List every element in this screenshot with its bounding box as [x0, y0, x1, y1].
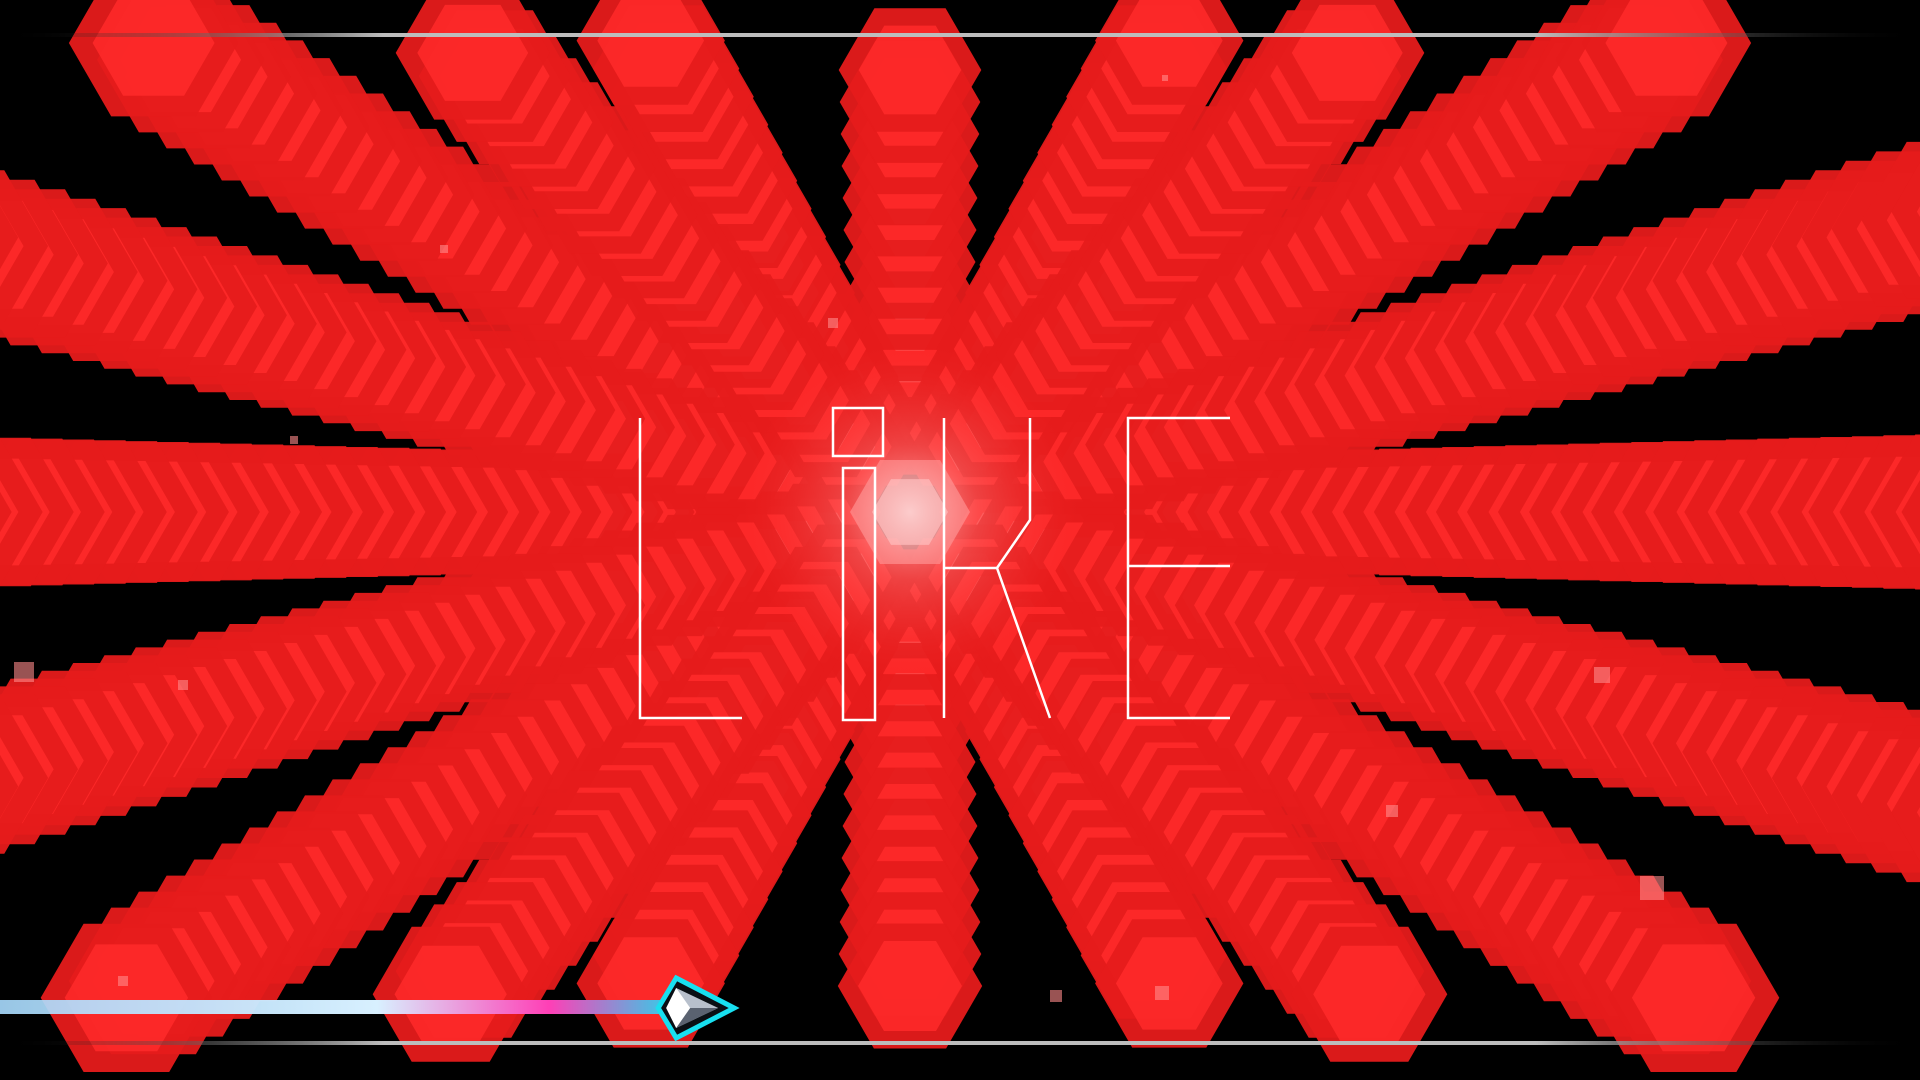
hexagon-tile — [1891, 161, 1920, 262]
lyric-letter-E — [1126, 416, 1230, 720]
lyric-letter-i-dot — [831, 406, 885, 458]
particle — [178, 680, 188, 690]
lyric-word-outline — [638, 406, 1230, 722]
hexagon-tile — [0, 491, 12, 533]
hexagon-tile — [0, 170, 49, 322]
lyric-letter-i-stem — [841, 466, 877, 722]
hexagon-tile — [1313, 945, 1426, 1043]
hexagon-tile — [0, 205, 19, 270]
hexagon-tile — [858, 941, 962, 1031]
player-progress — [0, 974, 740, 1042]
hexagon-tile — [1916, 206, 1920, 217]
hexagon-tile — [417, 4, 529, 101]
hexagon-tile — [64, 944, 189, 1052]
bottom-rail — [0, 1041, 1920, 1045]
floating-particles — [14, 75, 1664, 1002]
particle — [828, 318, 838, 328]
particle — [1594, 667, 1610, 683]
hexagon-tile — [0, 702, 49, 854]
lyric-letter-L — [638, 418, 742, 720]
hexagon-tile — [1891, 762, 1920, 863]
hexagon-tile — [1631, 944, 1756, 1052]
ship-arrow-icon — [655, 974, 740, 1042]
lyric-letter-K — [942, 418, 1052, 719]
hexagon-tile — [597, 0, 705, 87]
particle — [1162, 75, 1168, 81]
particle — [440, 245, 448, 253]
particle — [1050, 990, 1062, 1002]
hexagon-tile — [1605, 0, 1728, 96]
hexagon-tile — [1291, 4, 1403, 101]
particle — [14, 662, 34, 682]
hexagon-tile — [1916, 807, 1920, 818]
hexagon-tile — [92, 0, 215, 96]
hexagon-tile — [1870, 434, 1920, 590]
hexagon-tile — [1115, 0, 1223, 87]
progress-trail — [0, 1000, 687, 1014]
particle — [290, 436, 298, 444]
particle — [1386, 805, 1398, 817]
hexagon-tile — [0, 754, 19, 819]
particle — [1155, 986, 1169, 1000]
hexagon-tile — [0, 438, 43, 586]
hexagon-tile — [1901, 480, 1920, 544]
hexagon-tile — [1115, 937, 1223, 1030]
hexagon-tile — [858, 25, 962, 115]
hexagon-tile — [394, 945, 507, 1043]
top-rail — [0, 33, 1920, 37]
particle — [1640, 876, 1664, 900]
particle — [118, 976, 128, 986]
center-glow — [740, 342, 1080, 682]
